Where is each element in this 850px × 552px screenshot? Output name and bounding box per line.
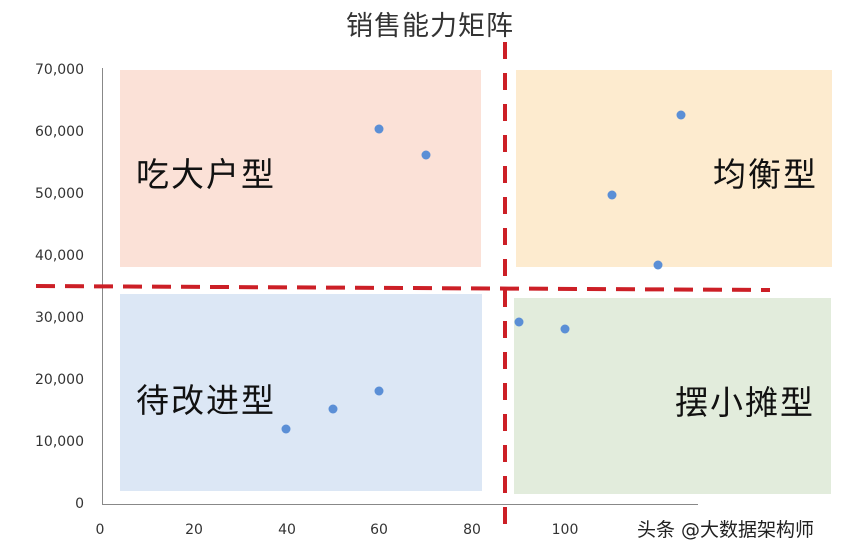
y-tick-label: 0 bbox=[75, 496, 84, 512]
data-point bbox=[653, 260, 663, 270]
data-point bbox=[328, 404, 337, 414]
quadrant-label-top-right: 均衡型 bbox=[713, 155, 818, 194]
quadrant-label-top-left: 吃大户型 bbox=[136, 155, 276, 194]
x-tick-label: 100 bbox=[551, 522, 579, 538]
x-tick-label: 80 bbox=[463, 522, 481, 538]
data-point bbox=[374, 124, 384, 133]
y-tick-label: 10,000 bbox=[35, 434, 84, 450]
data-point bbox=[281, 424, 291, 434]
y-tick-label: 20,000 bbox=[35, 372, 84, 388]
data-point bbox=[607, 190, 616, 200]
quadrant-label-bottom-left: 待改进型 bbox=[136, 381, 276, 420]
y-tick-label: 70,000 bbox=[35, 62, 84, 78]
watermark: 头条 @大数据架构师 bbox=[636, 519, 814, 541]
quadrant-label-bottom-right: 摆小摊型 bbox=[675, 383, 815, 422]
y-tick-label: 50,000 bbox=[35, 186, 84, 202]
x-tick-label: 20 bbox=[185, 522, 203, 538]
data-point bbox=[560, 324, 570, 334]
data-point bbox=[676, 110, 686, 120]
data-point bbox=[514, 317, 523, 327]
y-tick-label: 30,000 bbox=[35, 310, 84, 326]
quadrant-bottom-left: 待改进型 bbox=[120, 294, 482, 491]
data-point bbox=[421, 150, 430, 159]
y-tick-label: 60,000 bbox=[35, 124, 84, 140]
quadrant-top-right: 均衡型 bbox=[516, 70, 832, 267]
x-axis-line bbox=[102, 504, 698, 505]
chart-title: 销售能力矩阵 bbox=[346, 11, 514, 42]
quadrant-top-left: 吃大户型 bbox=[120, 70, 481, 267]
horizontal-divider-line bbox=[35, 284, 771, 292]
x-tick-label: 0 bbox=[95, 522, 105, 538]
x-tick-label: 40 bbox=[278, 522, 296, 538]
y-tick-label: 40,000 bbox=[35, 248, 84, 264]
data-point bbox=[374, 386, 384, 396]
x-tick-label: 60 bbox=[370, 522, 388, 538]
